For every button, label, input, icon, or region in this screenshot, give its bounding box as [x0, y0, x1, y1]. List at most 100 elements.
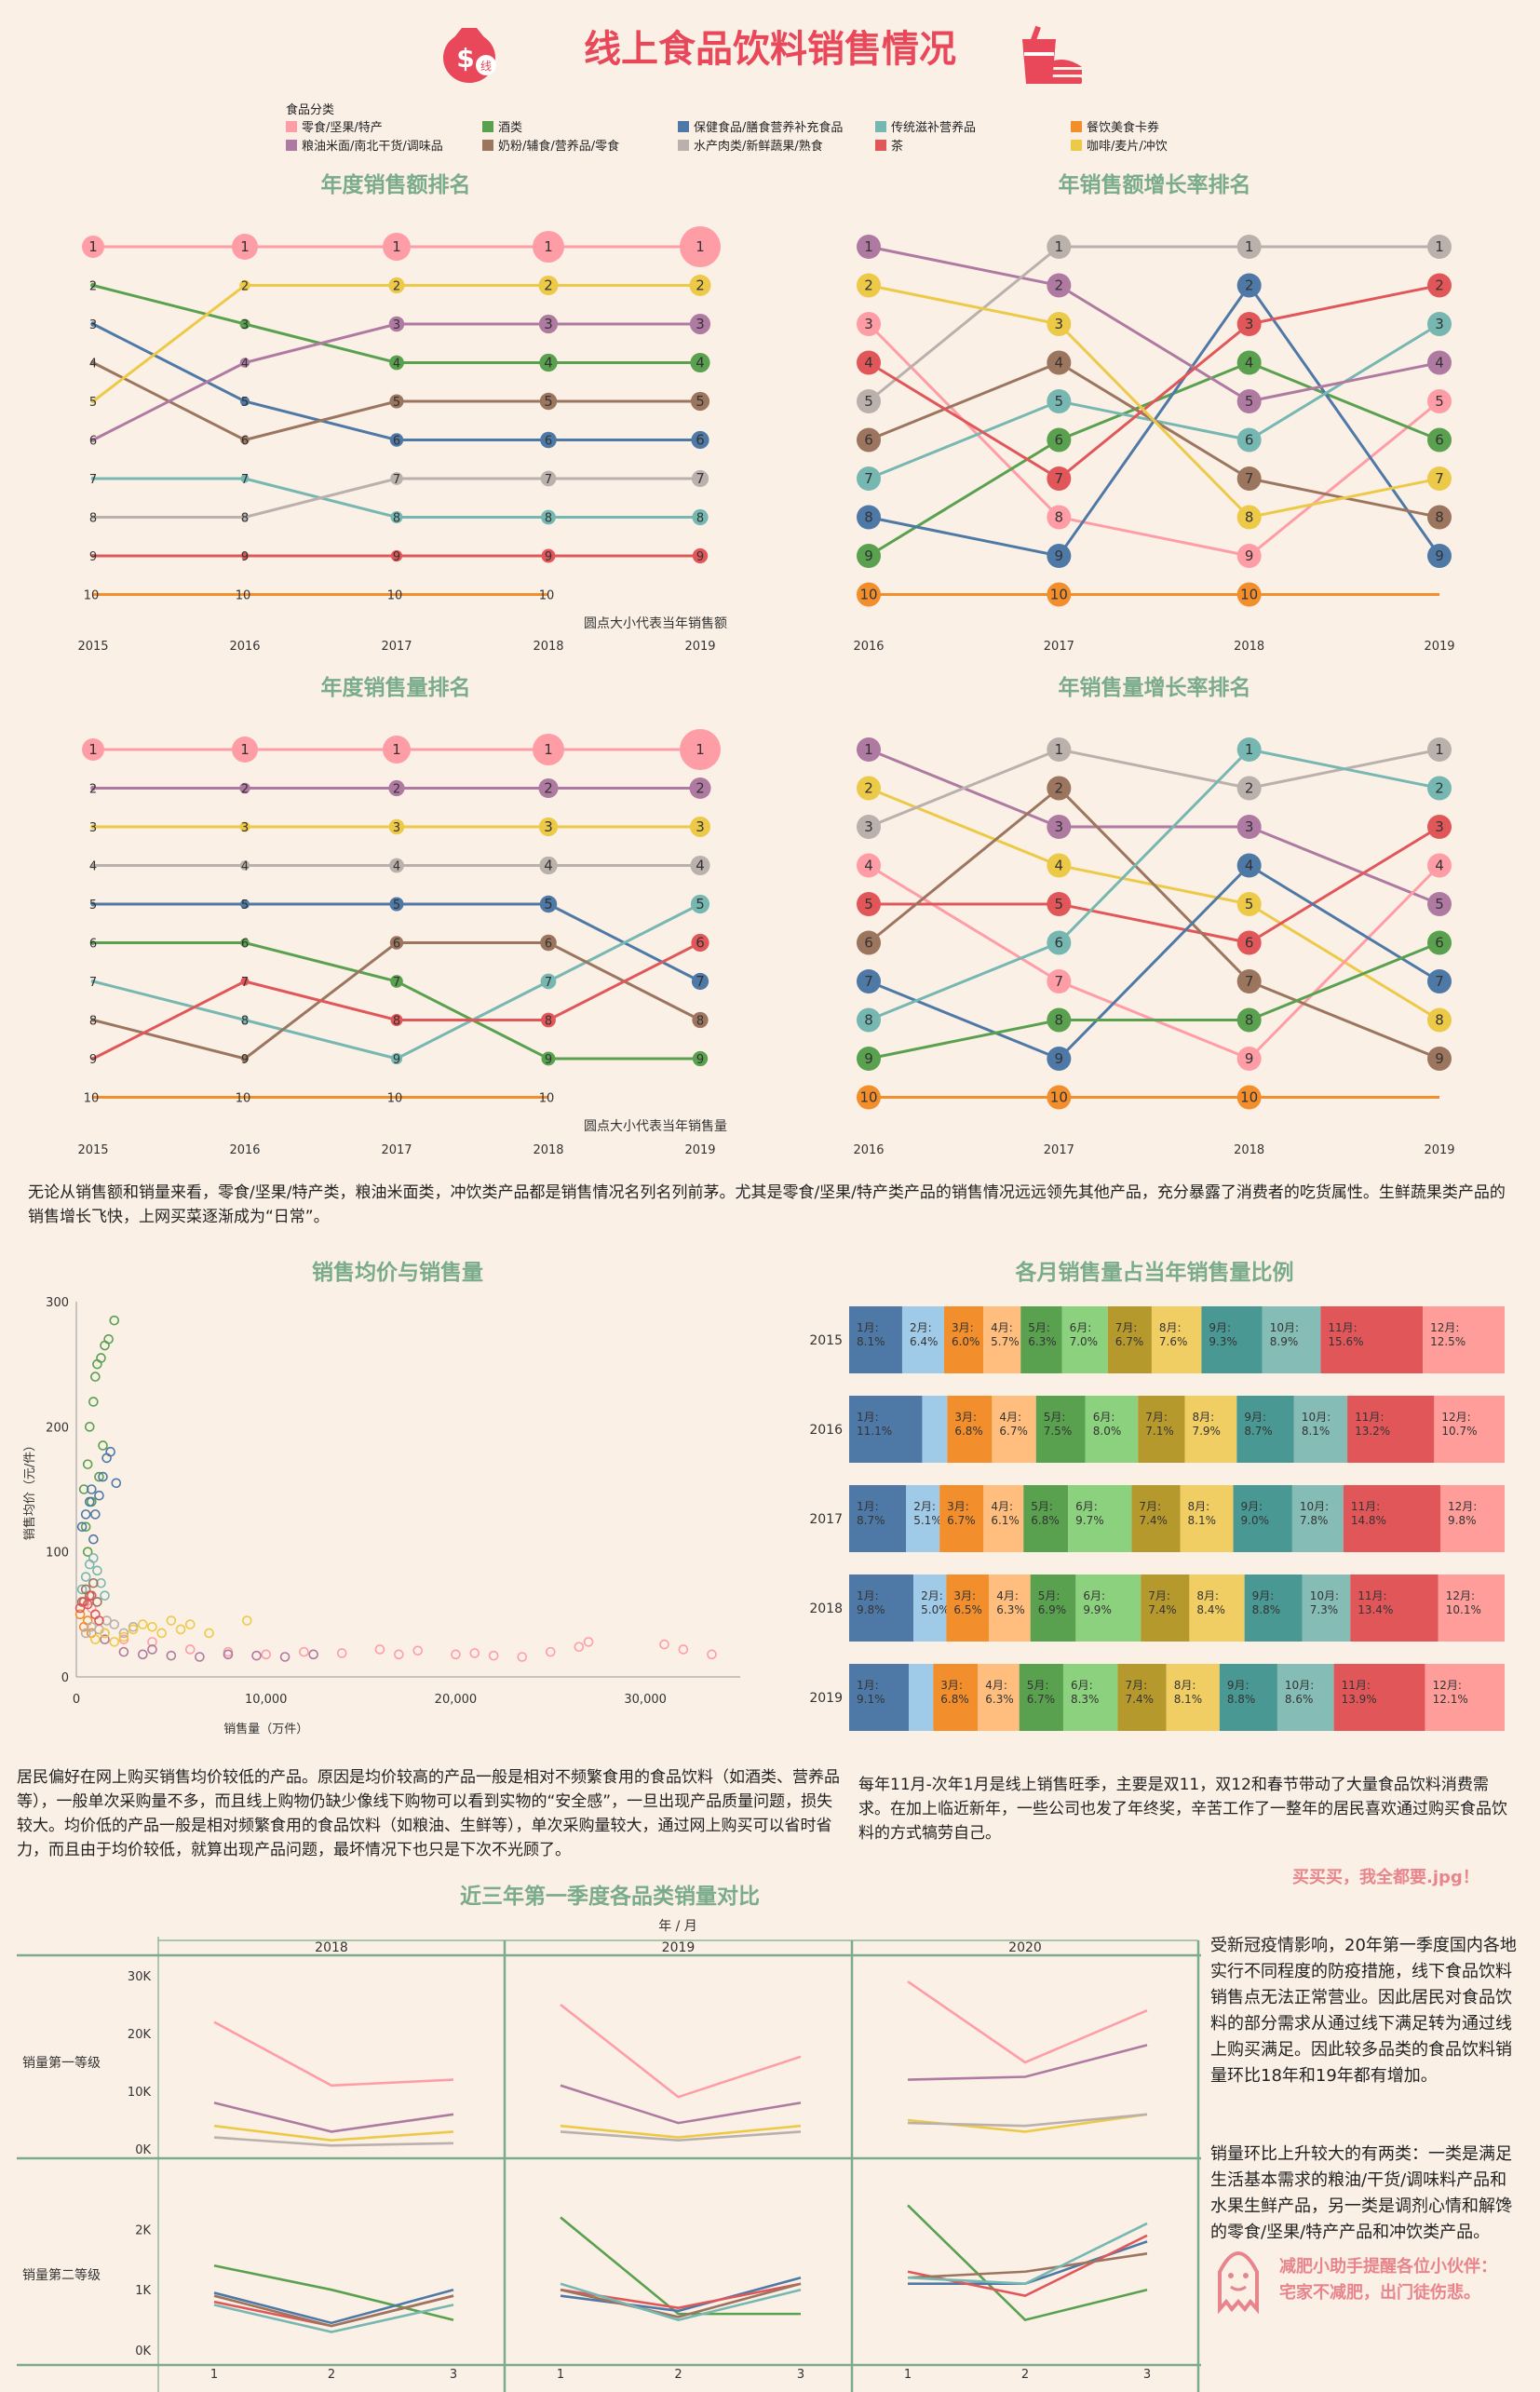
rank-label: 5	[864, 896, 873, 912]
data-point: 2	[538, 777, 559, 799]
scatter-point	[299, 1646, 309, 1657]
covid-impact-text: 受新冠疫情影响，20年第一季度国内各地实行不同程度的防疫措施，线下食品饮料销售点…	[1210, 1936, 1517, 2086]
chart-title: 年度销售量排名	[321, 675, 471, 700]
data-point: 3	[239, 318, 250, 332]
segment-label: 11月: 15.6%	[1328, 1321, 1363, 1348]
rank-label: 1	[88, 741, 98, 758]
point-marker	[390, 975, 403, 988]
scatter-point	[128, 1624, 139, 1635]
point-marker	[1236, 466, 1262, 491]
x-tick-label: 2018	[533, 1143, 563, 1157]
data-point: 6	[1236, 930, 1262, 955]
series-line	[868, 284, 1440, 480]
y-tick-label: 200	[46, 1421, 69, 1435]
series-line	[560, 2084, 802, 2125]
rank-label: 10	[84, 589, 100, 603]
scatter-point	[517, 1652, 528, 1662]
rank-label: 6	[1435, 935, 1444, 952]
data-point: 1	[82, 236, 104, 258]
rank-label: 3	[864, 818, 873, 835]
data-point: 9	[692, 547, 709, 564]
bar-segment	[909, 1664, 934, 1731]
series: 1 1 1 1 1	[82, 729, 721, 770]
rank-label: 3	[1245, 316, 1254, 332]
point-marker	[240, 474, 250, 483]
rank-label: 3	[1055, 316, 1064, 332]
series: 7 7 8 8 8	[89, 473, 709, 526]
rank-label: 9	[1245, 1050, 1254, 1067]
point-marker	[1047, 853, 1072, 878]
data-point: 5	[1236, 389, 1262, 413]
rank-label: 4	[696, 858, 705, 874]
scatter-point	[101, 1615, 112, 1626]
x-tick-label: 2017	[381, 1143, 412, 1157]
scatter-point	[659, 1639, 669, 1650]
rank-label: 2	[544, 780, 553, 797]
data-point: 6	[857, 930, 881, 955]
legend-swatch	[482, 121, 493, 132]
legend-item: 酒类	[482, 121, 522, 135]
point-marker	[857, 505, 881, 530]
point-marker	[240, 1016, 250, 1024]
series-line	[92, 941, 701, 1061]
rank-label: 10	[1240, 587, 1258, 603]
data-point: 7	[89, 473, 97, 487]
rank-label: 8	[89, 512, 97, 526]
rank-label: 9	[696, 1053, 704, 1067]
data-point: 1	[1047, 737, 1072, 762]
data-point: 2	[1236, 273, 1262, 298]
series: 5 5 6 3	[857, 815, 1452, 955]
x-tick-label: 2016	[853, 1143, 884, 1157]
data-point: 2	[1427, 776, 1452, 801]
segment-label: 5月: 6.9%	[1038, 1589, 1067, 1616]
data-point: 1	[533, 734, 564, 765]
point-marker	[90, 321, 96, 327]
bar-segment: 8月: 7.9%	[1184, 1396, 1237, 1463]
point-marker	[1236, 853, 1262, 878]
segment-rect	[1030, 1574, 1076, 1642]
point-marker	[90, 940, 96, 945]
point-marker	[857, 737, 881, 762]
scatter-point	[90, 1372, 101, 1382]
point-marker	[1427, 930, 1452, 955]
bar-segment: 8月: 7.6%	[1151, 1306, 1202, 1373]
scatter-point	[109, 1619, 120, 1629]
legend-swatch	[286, 121, 297, 132]
segment-label: 6月: 7.0%	[1070, 1321, 1099, 1348]
data-point: 4	[1236, 853, 1262, 878]
scatter-point	[336, 1648, 347, 1658]
segment-rect	[1438, 1574, 1505, 1642]
rank-label: 1	[1245, 741, 1254, 758]
data-point: 10	[387, 1092, 403, 1106]
point-marker	[857, 582, 881, 607]
data-point: 10	[1236, 582, 1262, 607]
point-marker	[1236, 1047, 1262, 1071]
bar-segment: 5月: 6.9%	[1030, 1574, 1076, 1642]
rank-label: 9	[1055, 1050, 1064, 1067]
rank-label: 7	[89, 976, 97, 990]
scatter-point	[74, 1609, 86, 1620]
scatter-point	[156, 1628, 167, 1639]
segment-rect	[1423, 1306, 1505, 1373]
axis-title: 年 / 月	[658, 1919, 697, 1934]
data-point: 1	[383, 233, 411, 261]
data-point: 6	[691, 933, 709, 953]
point-marker	[689, 274, 711, 297]
rank-label: 1	[1435, 238, 1444, 255]
point-marker	[1236, 582, 1262, 607]
data-point: 8	[692, 508, 709, 526]
rank-label: 3	[393, 318, 400, 332]
rank-label: 4	[864, 355, 873, 372]
data-point: 2	[1236, 776, 1262, 801]
data-point: 1	[383, 736, 411, 764]
point-marker	[857, 350, 881, 375]
legend-swatch	[286, 140, 297, 151]
money-bag-icon: $ 线	[443, 28, 496, 83]
rank-label: 3	[89, 318, 97, 332]
x-tick-label: 30,000	[624, 1693, 667, 1707]
bar-segment: 6月: 9.7%	[1068, 1485, 1132, 1552]
x-tick-label: 2018	[1234, 1143, 1264, 1157]
sales-amount-growth-rank-chart: 年销售额增长率排名 2016 2017 2018 2019 3 8 9 5 9 6 4 6 8 9 2 9 7 5 6…	[853, 172, 1454, 654]
bar-segment: 1月: 11.1%	[849, 1396, 923, 1463]
x-tick-label: 20,000	[435, 1693, 478, 1707]
